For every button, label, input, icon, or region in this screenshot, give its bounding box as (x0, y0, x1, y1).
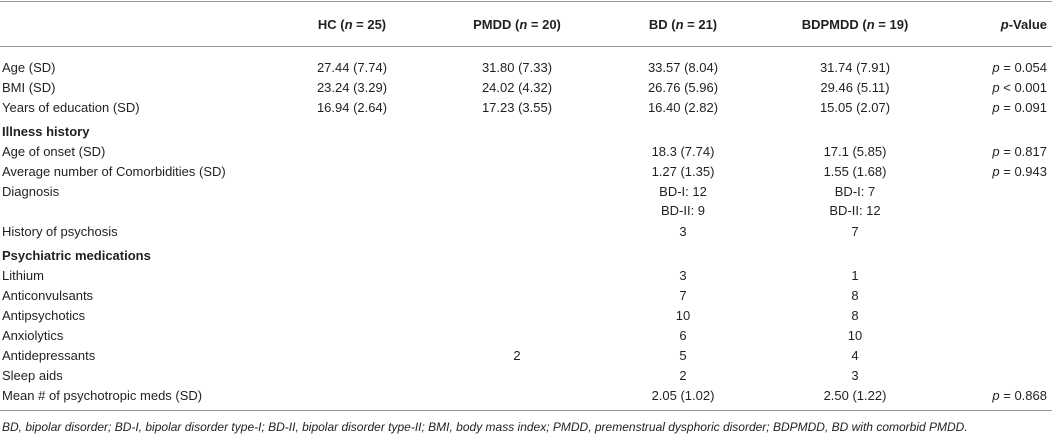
cell: 3 (679, 268, 687, 283)
cell: 29.46 (5.11) (820, 80, 890, 95)
row-label: Age of onset (SD) (2, 144, 106, 159)
cell: BD-II: 12 (829, 203, 881, 218)
text-part: BDPMDD ( (801, 17, 867, 32)
text-part: = 20) (527, 17, 561, 32)
cell: 17.23 (3.55) (481, 100, 553, 115)
row-label: Antidepressants (2, 348, 96, 363)
footnote: BD, bipolar disorder; BD-I, bipolar diso… (2, 420, 968, 434)
cell: 31.80 (7.33) (481, 60, 553, 75)
row-label: Average number of Comorbidities (SD) (2, 164, 226, 179)
cell: BD-I: 7 (834, 184, 876, 199)
cell: 16.40 (2.82) (647, 100, 719, 115)
row-label: Sleep aids (2, 368, 63, 383)
text-part: p (1000, 17, 1009, 32)
cell: 7 (679, 288, 687, 303)
cell: 4 (851, 348, 859, 363)
cell: 17.1 (5.85) (823, 144, 887, 159)
text-part: = 0.054 (999, 60, 1047, 75)
cell: 31.74 (7.91) (819, 60, 891, 75)
row-label: BMI (SD) (2, 80, 56, 95)
row-label: Anxiolytics (2, 328, 64, 343)
cell: 33.57 (8.04) (647, 60, 719, 75)
header-rule (0, 46, 1052, 47)
cell: 1 (851, 268, 859, 283)
text-part: p (992, 164, 1000, 179)
p-value: p = 0.091 (992, 100, 1047, 116)
text-part: = 0.091 (999, 100, 1047, 115)
column-header: PMDD (n = 20) (473, 17, 561, 33)
text-part: = 0.868 (999, 388, 1047, 403)
cell: 5 (679, 348, 687, 363)
cell: 7 (851, 224, 859, 239)
text-part: p (992, 60, 1000, 75)
row-label: Diagnosis (2, 184, 60, 199)
cell: 2 (513, 348, 521, 363)
text-part: = 25) (352, 17, 387, 32)
text-part: p (992, 80, 1000, 95)
text-part: = 19) (874, 17, 909, 32)
row-label: Lithium (2, 268, 44, 283)
text-part: n (344, 17, 353, 32)
cell: 2 (679, 368, 687, 383)
cell: 27.44 (7.74) (316, 60, 388, 75)
row-label: Years of education (SD) (2, 100, 140, 115)
text-part: BD ( (648, 17, 676, 32)
cell: 15.05 (2.07) (819, 100, 891, 115)
column-header: BD (n = 21) (649, 17, 717, 33)
row-label: Antipsychotics (2, 308, 86, 323)
cell: 16.94 (2.64) (316, 100, 388, 115)
column-header: p-Value (1001, 17, 1047, 33)
text-part: PMDD ( (473, 17, 520, 32)
cell: 18.3 (7.74) (651, 144, 715, 159)
row-label: Mean # of psychotropic meds (SD) (2, 388, 203, 403)
text-part: p (992, 100, 1000, 115)
text-part: -Value (1008, 17, 1047, 32)
cell: 24.02 (4.32) (481, 80, 553, 95)
cell: 2.50 (1.22) (823, 388, 887, 403)
text-part: p (992, 388, 1000, 403)
text-part: n (675, 17, 684, 32)
cell: 2.05 (1.02) (651, 388, 715, 403)
text-part: p (992, 144, 1000, 159)
cell: 26.76 (5.96) (647, 80, 719, 95)
p-value: p < 0.001 (992, 80, 1047, 96)
p-value: p = 0.868 (992, 388, 1047, 404)
text-part: = 21) (683, 17, 718, 32)
cell: BD-II: 9 (660, 203, 706, 218)
text-part: < 0.001 (999, 80, 1047, 95)
cell: 10 (847, 328, 863, 343)
row-label: Age (SD) (2, 60, 56, 75)
cell: 23.24 (3.29) (316, 80, 388, 95)
column-header: HC (n = 25) (318, 17, 386, 33)
p-value: p = 0.943 (992, 164, 1047, 180)
cell: 3 (851, 368, 859, 383)
section-heading: Illness history (2, 124, 90, 139)
text-part: n (519, 17, 528, 32)
column-header: BDPMDD (n = 19) (802, 17, 909, 33)
cell: 6 (679, 328, 687, 343)
text-part: = 0.817 (999, 144, 1047, 159)
text-part: = 0.943 (999, 164, 1047, 179)
cell: BD-I: 12 (659, 184, 707, 199)
cell: 8 (851, 288, 859, 303)
p-value: p = 0.054 (992, 60, 1047, 76)
section-heading: Psychiatric medications (2, 248, 151, 263)
cell: 10 (675, 308, 691, 323)
text-part: HC ( (317, 17, 345, 32)
text-part: n (866, 17, 875, 32)
cell: 3 (679, 224, 687, 239)
bottom-rule (0, 410, 1052, 411)
top-rule (0, 1, 1052, 2)
cell: 8 (851, 308, 859, 323)
row-label: History of psychosis (2, 224, 118, 239)
cell: 1.55 (1.68) (823, 164, 887, 179)
p-value: p = 0.817 (992, 144, 1047, 160)
cell: 1.27 (1.35) (651, 164, 715, 179)
row-label: Anticonvulsants (2, 288, 94, 303)
